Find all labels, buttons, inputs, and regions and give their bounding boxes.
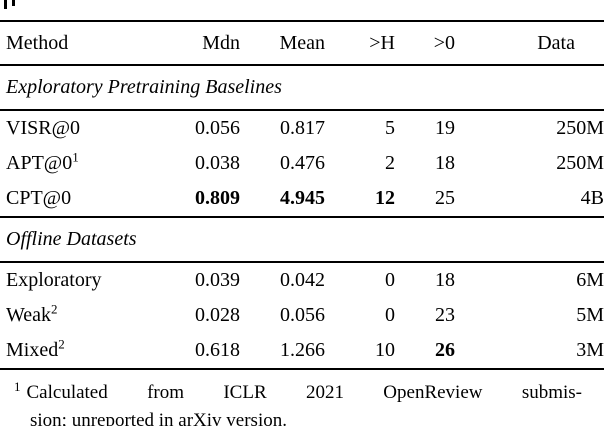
cell-data: 5M	[576, 304, 604, 326]
cell-mean: 1.266	[240, 333, 325, 370]
footnote-line-1: 1 Calculated from ICLR 2021 OpenReview su…	[14, 379, 582, 407]
col-header-gtH: >H	[325, 20, 395, 66]
cell-gtH: 2	[385, 152, 395, 174]
cell-data: 6M	[576, 269, 604, 291]
cell-gtH: 12	[375, 187, 395, 209]
cell-mdn: 0.809	[195, 187, 240, 209]
cell-method: Weak2	[0, 298, 185, 333]
cell-gt0: 18	[435, 152, 455, 174]
col-header-data: Data	[455, 20, 604, 66]
method-name: APT@0	[6, 152, 73, 174]
table-row: VISR@0 0.056 0.817 5 19 250M	[0, 110, 604, 146]
cell-gt0: 18	[435, 269, 455, 291]
cell-gt0: 25	[435, 187, 455, 209]
cell-gtH: 0	[385, 269, 395, 291]
cell-method: APT@01	[0, 146, 185, 181]
cell-mean: 0.817	[280, 117, 325, 139]
cell-mean: 0.476	[280, 152, 325, 174]
method-name: Weak	[6, 304, 52, 326]
cell-method: Exploratory	[0, 262, 185, 298]
cell-gt0: 19	[435, 117, 455, 139]
table-row: APT@01 0.038 0.476 2 18 250M	[0, 146, 604, 181]
cell-data: 3M	[455, 333, 604, 370]
cell-mdn: 0.028	[195, 304, 240, 326]
cell-method: CPT@0	[0, 181, 185, 217]
table-footnote: 1 Calculated from ICLR 2021 OpenReview su…	[14, 379, 582, 426]
col-header-mdn: Mdn	[185, 20, 240, 66]
cell-data: 250M	[556, 152, 604, 174]
method-name: VISR@0	[6, 117, 80, 139]
method-footnote-marker: 1	[72, 149, 79, 165]
cell-mean: 0.056	[280, 304, 325, 326]
method-name: Mixed	[6, 339, 59, 361]
method-footnote-marker: 2	[58, 336, 65, 352]
col-header-method: Method	[0, 20, 185, 66]
cell-gtH: 10	[325, 333, 395, 370]
cell-gt0: 23	[435, 304, 455, 326]
footnote-text-1: Calculated from ICLR 2021 OpenReview sub…	[26, 382, 583, 403]
glyph-fragment	[4, 0, 7, 9]
cell-data: 4B	[580, 187, 604, 209]
method-footnote-marker: 2	[51, 301, 58, 317]
table-row: CPT@0 0.809 4.945 12 25 4B	[0, 181, 604, 217]
footnote-line-2: sion; unreported in arXiv version.	[30, 407, 582, 426]
cell-mean: 4.945	[280, 187, 325, 209]
cell-gtH: 5	[385, 117, 395, 139]
cell-method: Mixed2	[0, 333, 185, 370]
header-row: Method Mdn Mean >H >0 Data	[0, 20, 604, 66]
col-header-gt0: >0	[395, 20, 455, 66]
glyph-fragment	[12, 0, 15, 6]
section-title: Offline Datasets	[0, 216, 604, 263]
cropped-text-fragment	[4, 0, 20, 9]
cell-mean: 0.042	[280, 269, 325, 291]
cell-gtH: 0	[385, 304, 395, 326]
method-name: CPT@0	[6, 187, 72, 209]
cell-gt0: 26	[395, 333, 455, 370]
cell-mdn: 0.618	[185, 333, 240, 370]
method-name: Exploratory	[6, 269, 102, 291]
section-title: Exploratory Pretraining Baselines	[0, 64, 604, 111]
cell-mdn: 0.056	[195, 117, 240, 139]
results-table: Method Mdn Mean >H >0 Data Exploratory P…	[0, 20, 604, 370]
cell-method: VISR@0	[0, 110, 185, 146]
table-row: Weak2 0.028 0.056 0 23 5M	[0, 298, 604, 333]
cell-data: 250M	[556, 117, 604, 139]
cell-mdn: 0.039	[195, 269, 240, 291]
table-row: Mixed2 0.618 1.266 10 26 3M	[0, 333, 604, 370]
col-header-mean: Mean	[240, 20, 325, 66]
footnote-marker: 1	[14, 378, 21, 394]
footnote-text-2: sion; unreported in arXiv version.	[30, 410, 287, 426]
section-header-row: Offline Datasets	[0, 216, 604, 263]
section-header-row: Exploratory Pretraining Baselines	[0, 64, 604, 111]
table-row: Exploratory 0.039 0.042 0 18 6M	[0, 262, 604, 298]
cell-mdn: 0.038	[195, 152, 240, 174]
